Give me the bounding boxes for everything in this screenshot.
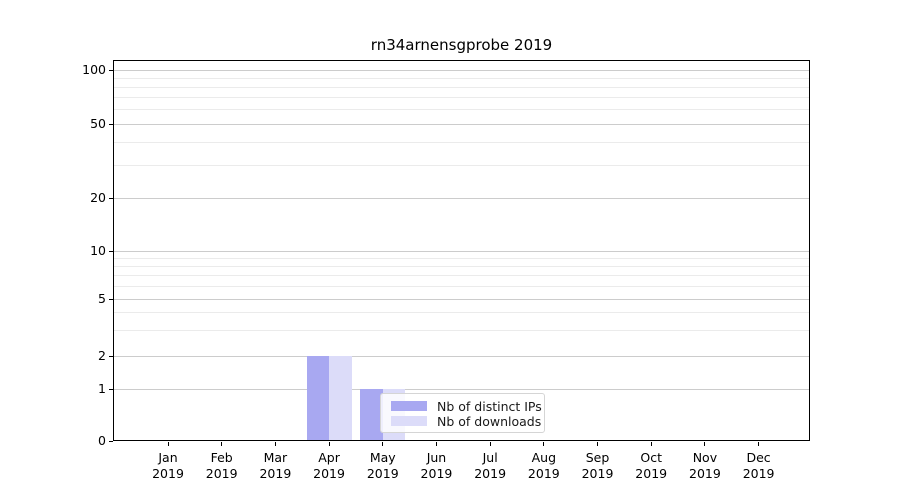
x-tick-apr: [328, 442, 330, 446]
gridline-major-100: [114, 69, 810, 71]
gridline-minor-9: [114, 257, 810, 259]
y-tick-label-1: 1: [98, 381, 106, 396]
y-tick-label-20: 20: [90, 190, 106, 205]
y-tick-label-50: 50: [90, 116, 106, 131]
bar-distinct-ips-may: [360, 389, 383, 441]
gridline-minor-80: [114, 86, 810, 88]
x-tick-label-apr: Apr 2019: [313, 450, 345, 481]
y-tick-20: [109, 197, 113, 199]
y-tick-5: [109, 298, 113, 300]
gridline-minor-8: [114, 265, 810, 267]
y-tick-100: [109, 69, 113, 71]
legend-item-downloads: Nb of downloads: [391, 413, 542, 429]
y-tick-0: [109, 440, 113, 442]
y-tick-10: [109, 250, 113, 252]
x-tick-label-may: May 2019: [366, 450, 399, 481]
gridline-major-20: [114, 197, 810, 199]
gridline-major-1: [114, 388, 810, 390]
gridline-minor-4: [114, 312, 810, 314]
legend-label-distinct-ips: Nb of distinct IPs: [437, 398, 542, 414]
x-tick-feb: [221, 442, 223, 446]
gridline-minor-7: [114, 275, 810, 277]
x-tick-jan: [167, 442, 169, 446]
bar-downloads-apr: [329, 356, 352, 441]
x-tick-may: [382, 442, 384, 446]
x-tick-label-aug: Aug 2019: [527, 450, 560, 481]
x-tick-dec: [758, 442, 760, 446]
gridline-minor-3: [114, 330, 810, 332]
x-tick-jul: [489, 442, 491, 446]
gridline-minor-60: [114, 109, 810, 111]
x-tick-label-jun: Jun 2019: [420, 450, 453, 481]
y-tick-1: [109, 388, 113, 390]
y-tick-label-5: 5: [98, 291, 106, 306]
gridline-major-10: [114, 250, 810, 252]
legend-swatch-distinct-ips: [391, 401, 427, 411]
gridline-major-5: [114, 298, 810, 300]
gridline-major-2: [114, 355, 810, 357]
x-tick-label-mar: Mar 2019: [259, 450, 292, 481]
gridline-minor-40: [114, 141, 810, 143]
x-tick-nov: [704, 442, 706, 446]
x-tick-label-sep: Sep 2019: [581, 450, 614, 481]
x-tick-label-jul: Jul 2019: [474, 450, 507, 481]
gridline-minor-90: [114, 77, 810, 79]
x-tick-label-oct: Oct 2019: [635, 450, 668, 481]
x-tick-jun: [435, 442, 437, 446]
y-tick-label-2: 2: [98, 348, 106, 363]
y-tick-label-10: 10: [90, 243, 106, 258]
x-tick-label-nov: Nov 2019: [689, 450, 721, 481]
gridline-major-50: [114, 123, 810, 125]
legend-label-downloads: Nb of downloads: [437, 413, 542, 429]
legend-item-distinct-ips: Nb of distinct IPs: [391, 399, 542, 414]
x-tick-label-dec: Dec 2019: [742, 450, 775, 481]
x-tick-label-jan: Jan 2019: [152, 450, 184, 481]
gridline-minor-70: [114, 97, 810, 99]
chart-title: rn34arnensgprobe 2019: [370, 36, 553, 54]
gridline-minor-30: [114, 164, 810, 166]
bar-distinct-ips-apr: [306, 356, 330, 441]
legend: Nb of distinct IPs Nb of downloads: [380, 393, 545, 433]
x-tick-aug: [543, 442, 545, 446]
y-tick-label-100: 100: [82, 62, 106, 77]
y-tick-2: [109, 355, 113, 357]
x-tick-mar: [274, 442, 276, 446]
x-tick-label-feb: Feb 2019: [205, 450, 238, 481]
x-tick-oct: [650, 442, 652, 446]
x-tick-sep: [597, 442, 599, 446]
y-tick-50: [109, 123, 113, 125]
gridline-minor-6: [114, 285, 810, 287]
legend-swatch-downloads: [391, 416, 427, 426]
y-tick-label-0: 0: [98, 433, 106, 448]
